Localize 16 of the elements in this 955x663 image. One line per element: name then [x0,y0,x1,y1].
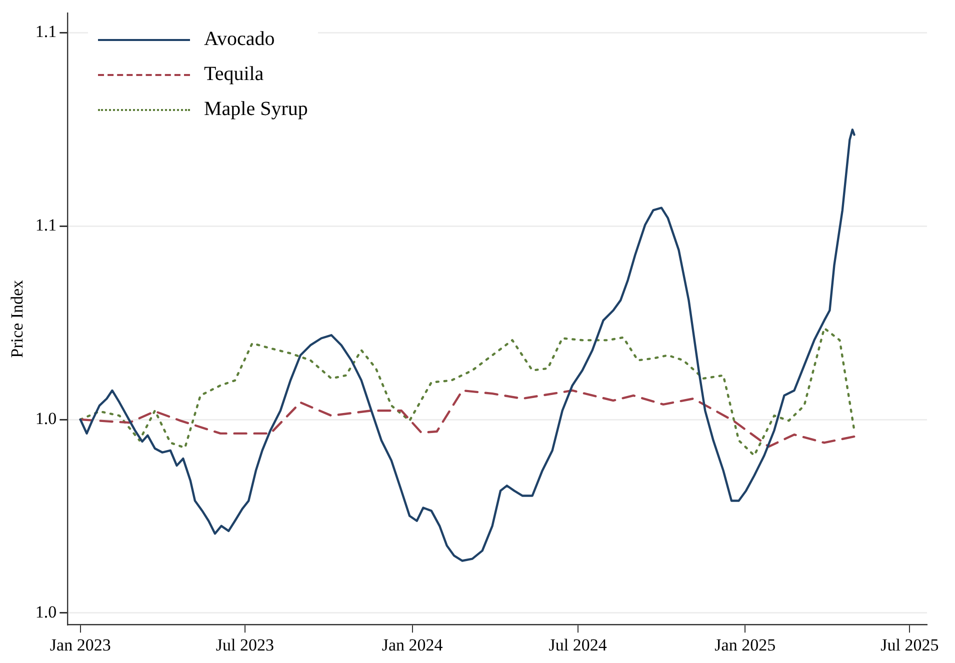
y-tick-label: 1.0 [35,408,57,428]
y-tick-label: 1.0 [35,602,57,622]
x-tick-label: Jan 2023 [50,635,111,654]
x-tick-label: Jan 2024 [382,635,444,654]
y-axis-title: Price Index [8,279,27,358]
line-series [79,327,856,457]
line-series [79,389,856,448]
legend-label: Tequila [204,63,264,86]
y-tick-label: 1.1 [35,22,57,42]
y-tick-label: 1.1 [35,216,57,234]
legend-label: Maple Syrup [204,98,308,121]
x-tick-label: Jul 2024 [548,635,608,654]
x-tick-label: Jul 2025 [880,635,939,654]
legend-label: Avocado [204,28,275,51]
x-tick-label: Jan 2025 [714,635,776,654]
x-tick-label: Jul 2023 [216,635,274,654]
